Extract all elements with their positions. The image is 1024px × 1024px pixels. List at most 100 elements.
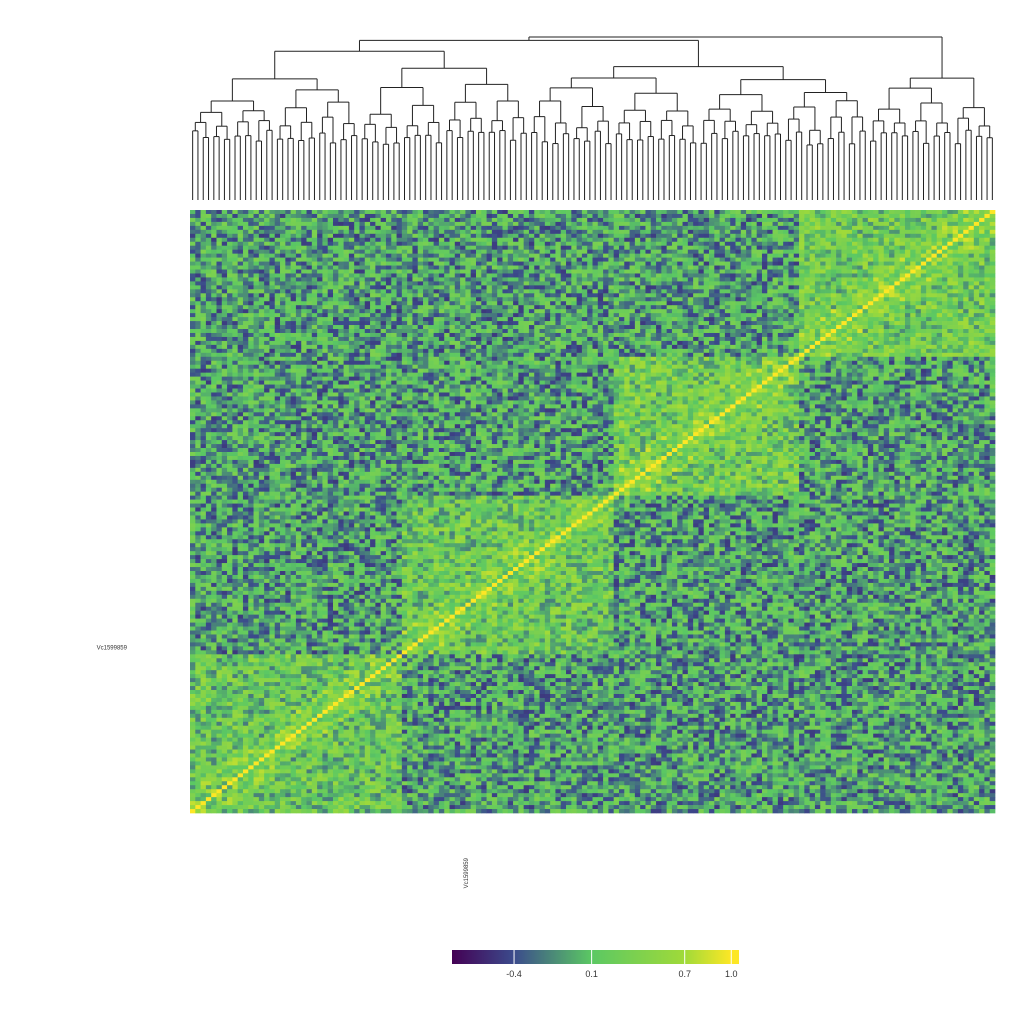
heatmap-cell bbox=[645, 222, 651, 226]
heatmap-cell bbox=[529, 297, 535, 301]
heatmap-cell bbox=[211, 258, 217, 262]
heatmap-cell bbox=[894, 254, 900, 258]
heatmap-cell bbox=[216, 262, 222, 266]
heatmap-cell bbox=[720, 309, 726, 313]
heatmap-cell bbox=[963, 289, 969, 293]
heatmap-cell bbox=[884, 277, 890, 281]
heatmap-cell bbox=[359, 210, 365, 214]
heatmap-cell bbox=[465, 281, 471, 285]
heatmap-cell bbox=[624, 325, 630, 329]
heatmap-cell bbox=[714, 242, 720, 246]
heatmap-cell bbox=[630, 246, 636, 250]
heatmap-cell bbox=[307, 254, 313, 258]
heatmap-cell bbox=[852, 262, 858, 266]
heatmap-cell bbox=[534, 262, 540, 266]
heatmap-cell bbox=[412, 234, 418, 238]
heatmap-cell bbox=[359, 254, 365, 258]
heatmap-cell bbox=[201, 277, 207, 281]
heatmap-cell bbox=[847, 293, 853, 297]
heatmap-cell bbox=[852, 250, 858, 254]
heatmap-cell bbox=[735, 293, 741, 297]
heatmap-cell bbox=[365, 266, 371, 270]
heatmap-cell bbox=[820, 289, 826, 293]
heatmap-cell bbox=[894, 273, 900, 277]
heatmap-cell bbox=[508, 297, 514, 301]
heatmap-cell bbox=[826, 325, 832, 329]
heatmap-cell bbox=[937, 289, 943, 293]
heatmap-cell bbox=[953, 309, 959, 313]
heatmap-cell bbox=[434, 325, 440, 329]
heatmap-cell bbox=[571, 325, 577, 329]
heatmap-cell bbox=[307, 305, 313, 309]
heatmap-cell bbox=[566, 258, 572, 262]
heatmap-cell bbox=[603, 214, 609, 218]
heatmap-cell bbox=[285, 309, 291, 313]
heatmap-cell bbox=[751, 230, 757, 234]
heatmap-cell bbox=[894, 301, 900, 305]
heatmap-cell bbox=[502, 273, 508, 277]
heatmap-cell bbox=[428, 262, 434, 266]
heatmap-cell bbox=[529, 230, 535, 234]
heatmap-cell bbox=[635, 258, 641, 262]
heatmap-cell bbox=[931, 317, 937, 321]
heatmap-cell bbox=[947, 218, 953, 222]
heatmap-cell bbox=[598, 250, 604, 254]
heatmap-cell bbox=[248, 210, 254, 214]
heatmap-cell bbox=[412, 266, 418, 270]
heatmap-cell bbox=[285, 317, 291, 321]
heatmap-cell bbox=[471, 305, 477, 309]
heatmap-cell bbox=[619, 277, 625, 281]
heatmap-cell bbox=[487, 309, 493, 313]
heatmap-cell bbox=[359, 222, 365, 226]
heatmap-cell bbox=[555, 301, 561, 305]
heatmap-cell bbox=[672, 277, 678, 281]
heatmap-cell bbox=[497, 250, 503, 254]
heatmap-cell bbox=[402, 214, 408, 218]
heatmap-cell bbox=[481, 242, 487, 246]
heatmap-cell bbox=[603, 321, 609, 325]
heatmap-cell bbox=[942, 246, 948, 250]
heatmap-cell bbox=[810, 321, 816, 325]
heatmap-cell bbox=[216, 214, 222, 218]
heatmap-cell bbox=[434, 214, 440, 218]
heatmap-cell bbox=[598, 277, 604, 281]
heatmap-cell bbox=[624, 309, 630, 313]
heatmap-cell bbox=[190, 317, 196, 321]
heatmap-cell bbox=[735, 281, 741, 285]
heatmap-cell bbox=[561, 230, 567, 234]
heatmap-cell bbox=[407, 297, 413, 301]
heatmap-cell bbox=[550, 317, 556, 321]
heatmap-cell bbox=[571, 301, 577, 305]
heatmap-cell bbox=[841, 254, 847, 258]
heatmap-cell bbox=[969, 273, 975, 277]
heatmap-cell bbox=[375, 234, 381, 238]
heatmap-cell bbox=[513, 313, 519, 317]
heatmap-cell bbox=[672, 262, 678, 266]
heatmap-cell bbox=[820, 277, 826, 281]
heatmap-cell bbox=[704, 242, 710, 246]
heatmap-cell bbox=[608, 262, 614, 266]
heatmap-cell bbox=[916, 285, 922, 289]
heatmap-cell bbox=[672, 270, 678, 274]
heatmap-cell bbox=[333, 293, 339, 297]
heatmap-cell bbox=[693, 273, 699, 277]
heatmap-cell bbox=[269, 317, 275, 321]
heatmap-cell bbox=[937, 238, 943, 242]
heatmap-cell bbox=[608, 214, 614, 218]
heatmap-cell bbox=[698, 305, 704, 309]
heatmap-cell bbox=[709, 210, 715, 214]
heatmap-cell bbox=[916, 258, 922, 262]
heatmap-cell bbox=[232, 281, 238, 285]
heatmap-cell bbox=[990, 222, 996, 226]
heatmap-cell bbox=[894, 313, 900, 317]
heatmap-cell bbox=[889, 246, 895, 250]
heatmap-cell bbox=[741, 218, 747, 222]
heatmap-cell bbox=[704, 214, 710, 218]
heatmap-cell bbox=[735, 222, 741, 226]
heatmap-cell bbox=[349, 238, 355, 242]
heatmap-cell bbox=[460, 317, 466, 321]
heatmap-cell bbox=[645, 210, 651, 214]
heatmap-cell bbox=[402, 313, 408, 317]
heatmap-cell bbox=[333, 246, 339, 250]
heatmap-cell bbox=[926, 273, 932, 277]
